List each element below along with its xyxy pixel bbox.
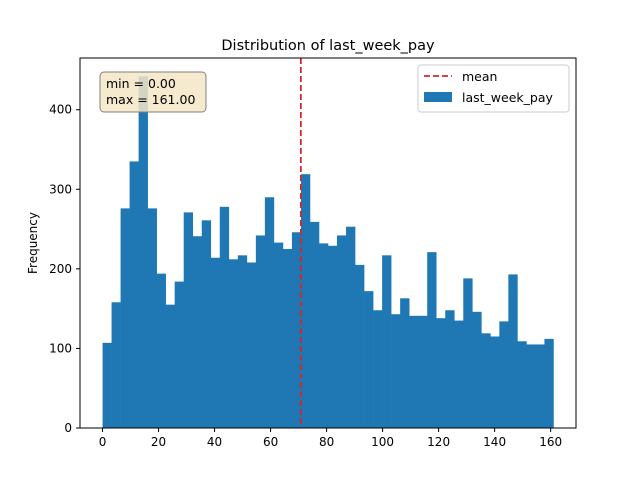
- x-tick-label: 120: [427, 435, 450, 449]
- histogram-bar: [499, 321, 509, 428]
- histogram-bar: [490, 336, 500, 428]
- chart-title: Distribution of last_week_pay: [221, 38, 435, 54]
- histogram-bar: [219, 206, 230, 428]
- histogram-bar: [463, 278, 473, 428]
- stats-annotation-min: min = 0.00: [106, 76, 176, 91]
- histogram-bar: [400, 298, 410, 428]
- histogram-bar: [409, 315, 419, 428]
- x-tick-label: 160: [539, 435, 562, 449]
- histogram-bar: [102, 342, 112, 428]
- histogram-bar: [120, 208, 130, 428]
- histogram-bar: [210, 257, 221, 428]
- histogram-bar: [228, 259, 239, 428]
- x-tick-label: 40: [207, 435, 222, 449]
- x-tick-label: 0: [99, 435, 107, 449]
- histogram-bar: [138, 76, 148, 429]
- histogram-bar: [454, 320, 464, 428]
- x-tick-label: 80: [319, 435, 334, 449]
- histogram-bar: [373, 310, 383, 428]
- histogram-bar: [544, 338, 554, 428]
- y-tick-label: 200: [49, 262, 72, 276]
- legend-series-swatch: [424, 92, 452, 102]
- histogram-bar: [282, 248, 293, 428]
- histogram-bar: [508, 274, 518, 428]
- histogram-bar: [264, 197, 275, 428]
- histogram-bar: [273, 242, 284, 428]
- histogram-bar: [300, 174, 311, 428]
- legend-box: [417, 64, 570, 113]
- histogram-bar: [309, 221, 320, 428]
- histogram-bar: [418, 315, 428, 428]
- histogram-bar: [337, 235, 347, 428]
- histogram-bar: [183, 212, 194, 428]
- histogram-bar: [427, 252, 437, 428]
- x-tick-label: 100: [371, 435, 394, 449]
- histogram-bar: [328, 245, 338, 428]
- stats-annotation: min = 0.00 max = 161.00: [99, 71, 207, 113]
- histogram-bar: [201, 220, 212, 428]
- y-tick-label: 0: [64, 421, 72, 435]
- stats-annotation-max: max = 161.00: [106, 92, 195, 107]
- y-tick-label: 400: [49, 103, 72, 117]
- x-tick-label: 20: [151, 435, 166, 449]
- legend-series-label: last_week_pay: [462, 90, 553, 105]
- histogram-bar: [318, 243, 329, 428]
- x-tick-label: 140: [483, 435, 506, 449]
- histogram-bar: [174, 281, 185, 428]
- histogram-bar: [445, 310, 455, 428]
- histogram-bar: [481, 333, 491, 428]
- histogram-bar: [246, 262, 257, 428]
- histogram-bar: [517, 341, 527, 428]
- histogram-bar: [111, 302, 121, 428]
- histogram-bar: [255, 235, 266, 428]
- histogram-bar: [346, 226, 356, 428]
- legend-mean-label: mean: [462, 69, 497, 84]
- y-tick-label: 100: [49, 341, 72, 355]
- plot-frame: [79, 57, 577, 429]
- histogram-bar: [156, 273, 166, 428]
- histogram-bar: [436, 318, 446, 428]
- histogram-bar: [382, 255, 392, 428]
- y-tick-label: 300: [49, 182, 72, 196]
- histogram-bar: [165, 304, 175, 428]
- histogram-bar: [355, 264, 365, 428]
- histogram-bars: [102, 76, 554, 429]
- histogram-bar: [472, 311, 482, 428]
- y-axis-label: Frequency: [26, 212, 40, 274]
- stats-annotation-box: [99, 71, 207, 113]
- x-axis-ticks: 0 20 40 60 80 100 120 140 160: [99, 428, 562, 449]
- histogram-bar: [291, 232, 302, 428]
- histogram-bar: [391, 314, 401, 428]
- histogram-bar: [364, 291, 374, 428]
- histogram-bar: [192, 236, 203, 428]
- histogram-bar: [526, 344, 536, 428]
- histogram-bar: [535, 344, 545, 428]
- histogram-bar: [147, 208, 157, 428]
- histogram-bar: [129, 161, 139, 428]
- y-axis-ticks: 0 100 200 300 400: [49, 103, 80, 435]
- histogram-bar: [237, 255, 248, 428]
- x-tick-label: 60: [263, 435, 278, 449]
- legend: mean last_week_pay: [417, 64, 570, 113]
